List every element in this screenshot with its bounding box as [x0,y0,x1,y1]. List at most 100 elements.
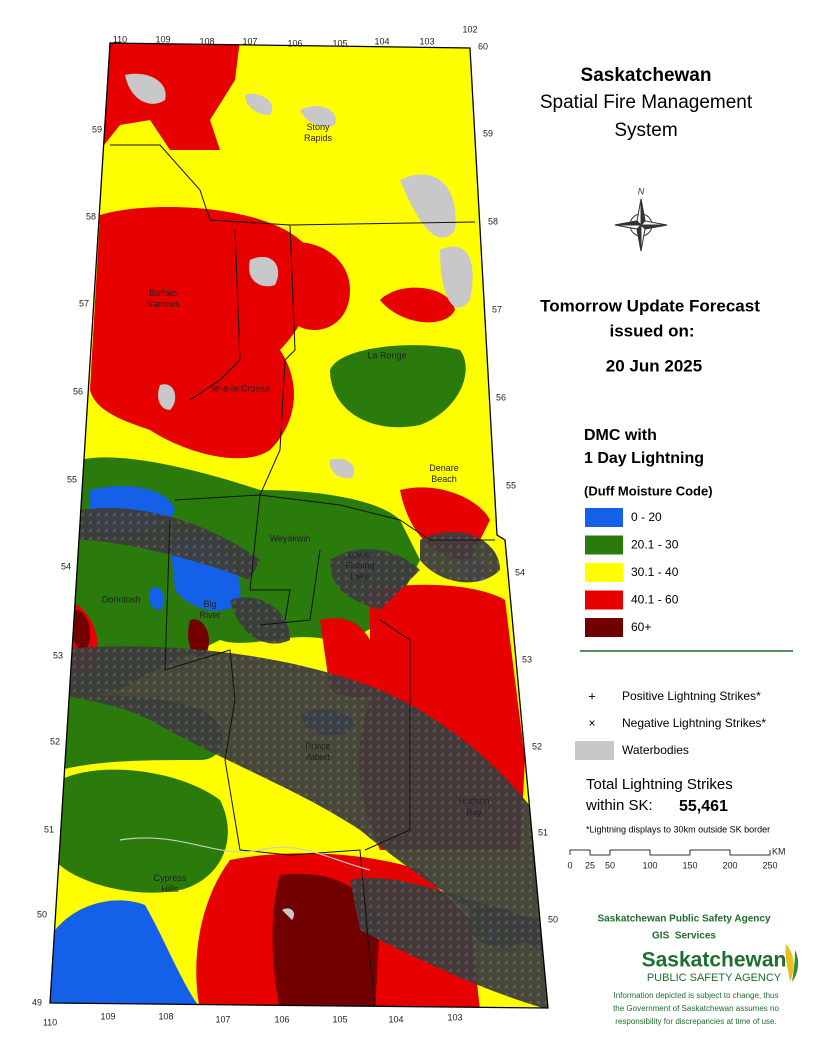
legend: 0 - 20 20.1 - 30 30.1 - 40 40.1 - 60 60+ [585,508,679,637]
place-label: Stony [306,122,330,132]
graticule-label: 103 [447,1012,462,1022]
title: System [614,120,677,141]
dmc-zone [55,769,228,893]
dmc-zone [50,900,200,1008]
waterbody [282,908,295,920]
graticule-label: 60 [478,41,488,51]
map-fill [50,43,548,1008]
district-boundary [110,144,296,621]
place-label: Hills [162,884,179,894]
logo-leaf [792,950,799,982]
graticule-label: 50 [548,914,558,924]
legend-symbol: × [588,716,595,730]
dmc-zone [330,345,466,428]
waterbody [245,93,273,115]
legend-title: DMC with [584,427,657,444]
graticule-label: 109 [155,34,170,44]
graticule-label: 107 [242,36,257,46]
graticule-label: 110 [43,1017,57,1027]
graticule-label: 52 [50,736,60,746]
lightning-area [230,597,290,644]
graticule-label: 59 [92,124,102,134]
note: *Lightning displays to 30km outside SK b… [586,824,770,834]
scale-label: 25 [585,860,595,870]
disclaimer: responsibility for discrepancies at time… [615,1017,776,1026]
district-boundary [164,519,376,1006]
waterbody [158,384,176,410]
legend-swatch [585,535,623,555]
river [119,837,371,871]
graticule-label: 106 [287,38,302,48]
legend-label: Negative Lightning Strikes* [622,716,766,730]
svg-text:N: N [638,186,645,196]
legend-label: 20.1 - 30 [631,538,679,552]
title: Saskatchewan [581,65,712,86]
total-label: within SK: [585,797,653,814]
place-label: River [199,610,220,620]
legend-label: 30.1 - 40 [631,565,679,579]
graticule-label: 105 [332,1014,347,1024]
scale-label: 200 [722,860,737,870]
place-label: Cypress [153,873,187,883]
lightning-area [50,646,548,960]
place-label: Rapids [304,133,333,143]
graticule-label: 59 [483,128,493,138]
graticule-label: 107 [215,1014,230,1024]
logo-text: Saskatchewan [642,949,787,972]
place-label: Ile-a-la-Crosse [210,383,269,393]
graticule-label: 53 [53,650,63,660]
graticule-label: 51 [538,827,548,837]
graticule-label: 108 [158,1011,173,1021]
graticule-label: 58 [488,216,498,226]
place-label: Lower [348,549,373,559]
total-label: Total Lightning Strikes [586,776,733,793]
lightning-area [420,531,500,583]
disclaimer: Information depicted is subject to chang… [614,991,779,1000]
graticule-label: 55 [67,474,77,484]
legend-label: 60+ [631,620,651,634]
graticule-label: 54 [515,567,525,577]
lightning-area [330,549,420,610]
graticule-label: 106 [274,1014,289,1024]
lightning-area [80,508,260,580]
scale-label: 250 [762,860,777,870]
waterbody [440,246,473,308]
lightning-area [350,878,548,1008]
dmc-zone [100,43,240,150]
waterbody [300,105,336,127]
place-label: Big [203,599,216,609]
graticule-label: 52 [532,741,542,751]
scale-label: 0 [567,860,572,870]
logo-leaf [785,944,794,982]
legend-swatch [585,563,623,582]
place-label: Buffalo [149,288,177,298]
graticule-label: 102 [462,24,477,34]
place-label: La Ronge [367,350,406,360]
waterbody [125,73,166,104]
place-label: Weyakwin [270,533,311,543]
dmc-zone [149,587,165,610]
agency-name: Saskatchewan Public Safety Agency [597,914,770,925]
logo-text: PUBLIC SAFETY AGENCY [647,972,782,984]
graticule-label: 50 [37,909,47,919]
district-boundary [259,549,321,626]
place-label: Dorintosh [102,594,141,604]
graticule-label: 55 [506,480,516,490]
title: Spatial Fire Management [540,92,753,113]
district-boundary [189,229,241,401]
legend-label: 0 - 20 [631,510,662,524]
graticule-label: 56 [73,386,83,396]
dmc-zone [270,242,350,330]
legend-label: 40.1 - 60 [631,593,679,607]
dmc-zone [380,287,455,323]
graticule-label: 56 [496,392,506,402]
legend-symbol: + [588,688,596,703]
place-label: Beach [431,474,457,484]
legend-swatch [585,590,623,610]
district-boundary [289,221,476,226]
agency-unit: GIS Services [652,931,716,942]
place-label: Hudson [458,796,489,806]
dmc-zone [72,610,91,650]
